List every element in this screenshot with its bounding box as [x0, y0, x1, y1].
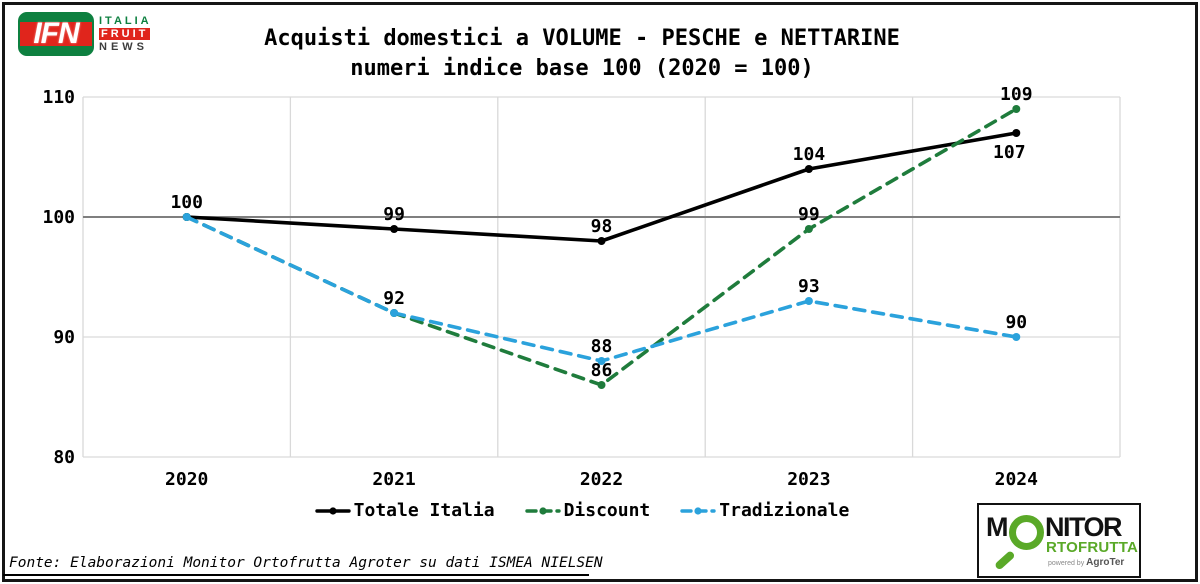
monitor-word-nitor: NITOR: [1045, 512, 1123, 542]
svg-text:92: 92: [383, 288, 405, 309]
monitor-letter-m: M: [986, 512, 1009, 542]
chart-title: Acquisti domestici a VOLUME - PESCHE e N…: [100, 24, 1064, 84]
powered-by-text: powered by: [1048, 560, 1085, 567]
svg-text:88: 88: [591, 336, 613, 357]
svg-text:100: 100: [170, 192, 203, 213]
magnifier-icon: [1009, 515, 1044, 550]
chart-title-line2: numeri indice base 100 (2020 = 100): [350, 56, 814, 81]
svg-text:2023: 2023: [787, 469, 830, 490]
magnifier-handle-icon: [993, 550, 1016, 571]
source-text: Fonte: Elaborazioni Monitor Ortofrutta A…: [9, 555, 603, 571]
ifn-word-italia: ITALIA: [99, 15, 152, 27]
monitor-ortofrutta-logo: M NITOR RTOFRUTTA powered by AgroTer: [977, 503, 1141, 578]
agroter-brand-text: AgroTer: [1086, 557, 1125, 568]
chart-title-line1: Acquisti domestici a VOLUME - PESCHE e N…: [264, 26, 900, 51]
legend-label: Tradizionale: [719, 500, 850, 521]
legend-item-discount: Discount: [524, 500, 651, 521]
legend-label: Totale Italia: [353, 500, 495, 521]
ifn-logo: IFN ITALIA FRUIT NEWS: [18, 12, 152, 56]
legend-item-tradizionale: Tradizionale: [680, 500, 849, 521]
legend-line-sample-icon: [524, 506, 561, 515]
monitor-logo-inner: M NITOR RTOFRUTTA powered by AgroTer: [979, 505, 1139, 576]
svg-text:93: 93: [798, 276, 820, 297]
svg-text:2020: 2020: [165, 469, 208, 490]
svg-text:80: 80: [53, 447, 75, 468]
svg-text:99: 99: [798, 204, 820, 225]
monitor-word-rtofrutta: RTOFRUTTA: [1046, 539, 1139, 556]
svg-text:98: 98: [591, 216, 613, 237]
svg-text:90: 90: [1005, 312, 1027, 333]
monitor-powered-by: powered by AgroTer: [1048, 557, 1124, 568]
legend-item-totale-italia: Totale Italia: [314, 500, 495, 521]
svg-text:90: 90: [53, 327, 75, 348]
ifn-word-news: NEWS: [99, 41, 148, 53]
legend-line-sample-icon: [314, 506, 351, 515]
chart-legend: Totale Italia Discount Tradizionale: [100, 500, 1064, 521]
svg-text:86: 86: [591, 360, 613, 381]
svg-text:2022: 2022: [580, 469, 623, 490]
svg-text:100: 100: [42, 207, 75, 228]
ifn-word-fruit: FRUIT: [99, 28, 151, 40]
svg-text:110: 110: [42, 87, 75, 108]
source-note: Fonte: Elaborazioni Monitor Ortofrutta A…: [3, 546, 603, 576]
svg-text:2021: 2021: [372, 469, 415, 490]
svg-text:99: 99: [383, 204, 405, 225]
ifn-initials: IFN: [33, 17, 79, 50]
svg-text:109: 109: [1000, 84, 1033, 105]
legend-label: Discount: [563, 500, 651, 521]
svg-text:107: 107: [993, 142, 1026, 163]
legend-line-sample-icon: [680, 506, 716, 515]
ifn-wordmark: ITALIA FRUIT NEWS: [99, 15, 152, 53]
svg-text:2024: 2024: [995, 469, 1039, 490]
ifn-badge-icon: IFN: [18, 12, 94, 56]
svg-text:104: 104: [793, 144, 826, 165]
